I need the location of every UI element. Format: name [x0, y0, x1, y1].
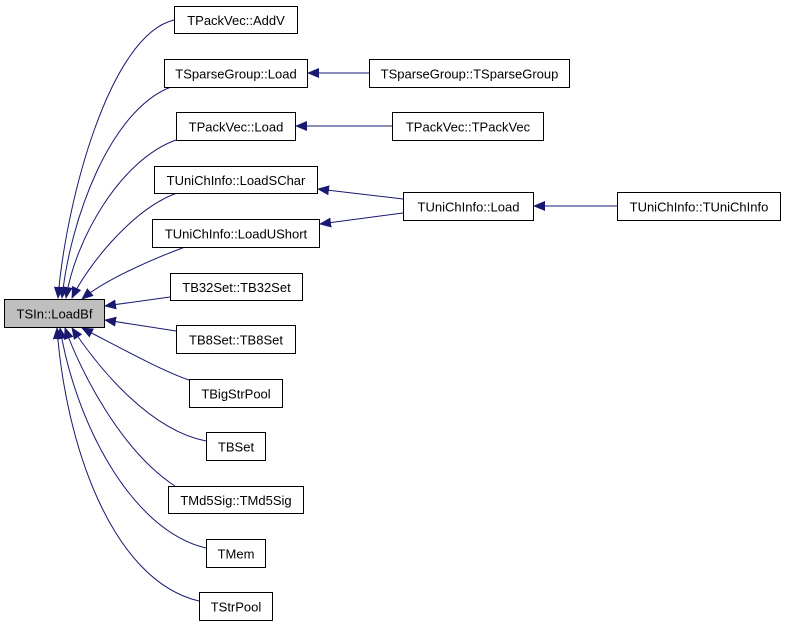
node-box: [392, 112, 544, 141]
node-strpool[interactable]: TStrPool: [199, 592, 273, 621]
node-schar[interactable]: TUniChInfo::LoadSChar: [154, 166, 318, 194]
node-sgctor[interactable]: TSparseGroup::TSparseGroup: [369, 59, 570, 88]
node-box: [168, 486, 304, 514]
node-label: TUniChInfo::LoadSChar: [167, 173, 306, 188]
node-label: TUniChInfo::Load: [418, 200, 520, 215]
edges: [52, 19, 617, 602]
edge-md5-to-root: [63, 327, 176, 487]
node-box: [176, 325, 296, 354]
node-label: TStrPool: [211, 600, 262, 615]
node-box: [206, 539, 266, 568]
edge-addv-to-root: [53, 19, 175, 299]
node-label: TPackVec::Load: [189, 120, 284, 135]
node-sgload[interactable]: TSparseGroup::Load: [164, 59, 308, 88]
node-box: [152, 219, 320, 248]
node-md5[interactable]: TMd5Sig::TMd5Sig: [168, 486, 304, 514]
node-label: TUniChInfo::LoadUShort: [165, 227, 308, 242]
node-box: [403, 192, 534, 221]
edge-ucload-to-schar: [317, 185, 404, 200]
node-label: TB8Set::TB8Set: [189, 333, 283, 348]
node-mem[interactable]: TMem: [206, 539, 266, 568]
node-box: [617, 192, 781, 221]
node-label: TSIn::LoadBf: [17, 307, 93, 322]
node-box: [4, 299, 105, 328]
edge-bset-to-root: [71, 327, 207, 442]
node-label: TSparseGroup::Load: [175, 67, 296, 82]
edge-sgload-to-root: [58, 86, 172, 299]
node-ushort[interactable]: TUniChInfo::LoadUShort: [152, 219, 320, 248]
edge-mem-to-root: [56, 327, 207, 549]
edge-strpool-to-root: [52, 327, 200, 602]
node-box: [154, 166, 318, 194]
node-label: TUniChInfo::TUniChInfo: [630, 200, 769, 215]
node-ucload[interactable]: TUniChInfo::Load: [403, 192, 534, 221]
edge-ucload-to-ushort: [319, 212, 404, 228]
node-bset[interactable]: TBSet: [206, 432, 266, 461]
node-label: TBigStrPool: [201, 387, 270, 402]
node-box: [164, 59, 308, 88]
node-box: [206, 432, 266, 461]
edge-b8-to-root: [104, 316, 177, 332]
node-label: TMem: [218, 547, 255, 562]
node-b8[interactable]: TB8Set::TB8Set: [176, 325, 296, 354]
node-label: TPackVec::TPackVec: [406, 120, 531, 135]
node-box: [176, 112, 296, 141]
node-pvload[interactable]: TPackVec::Load: [176, 112, 296, 141]
node-label: TSparseGroup::TSparseGroup: [381, 67, 559, 82]
edge-bigstr-to-root: [81, 327, 190, 381]
node-box: [174, 6, 298, 34]
node-label: TMd5Sig::TMd5Sig: [180, 493, 291, 508]
edge-pvload-to-root: [62, 139, 177, 299]
node-box: [199, 592, 273, 621]
edge-schar-to-root: [71, 192, 178, 299]
node-root: TSIn::LoadBf: [4, 299, 105, 328]
node-bigstr[interactable]: TBigStrPool: [189, 379, 283, 408]
node-pvctor[interactable]: TPackVec::TPackVec: [392, 112, 544, 141]
node-ucctor[interactable]: TUniChInfo::TUniChInfo: [617, 192, 781, 221]
node-box: [189, 379, 283, 408]
edge-ushort-to-root: [81, 246, 186, 300]
node-box: [369, 59, 570, 88]
node-box: [170, 273, 303, 301]
edge-b32-to-root: [104, 296, 171, 310]
node-label: TBSet: [218, 440, 255, 455]
node-b32[interactable]: TB32Set::TB32Set: [170, 273, 303, 301]
node-label: TPackVec::AddV: [187, 13, 285, 28]
nodes: TSIn::LoadBf TPackVec::AddVTSparseGroup::…: [4, 6, 781, 621]
node-label: TB32Set::TB32Set: [182, 280, 291, 295]
node-addv[interactable]: TPackVec::AddV: [174, 6, 298, 34]
